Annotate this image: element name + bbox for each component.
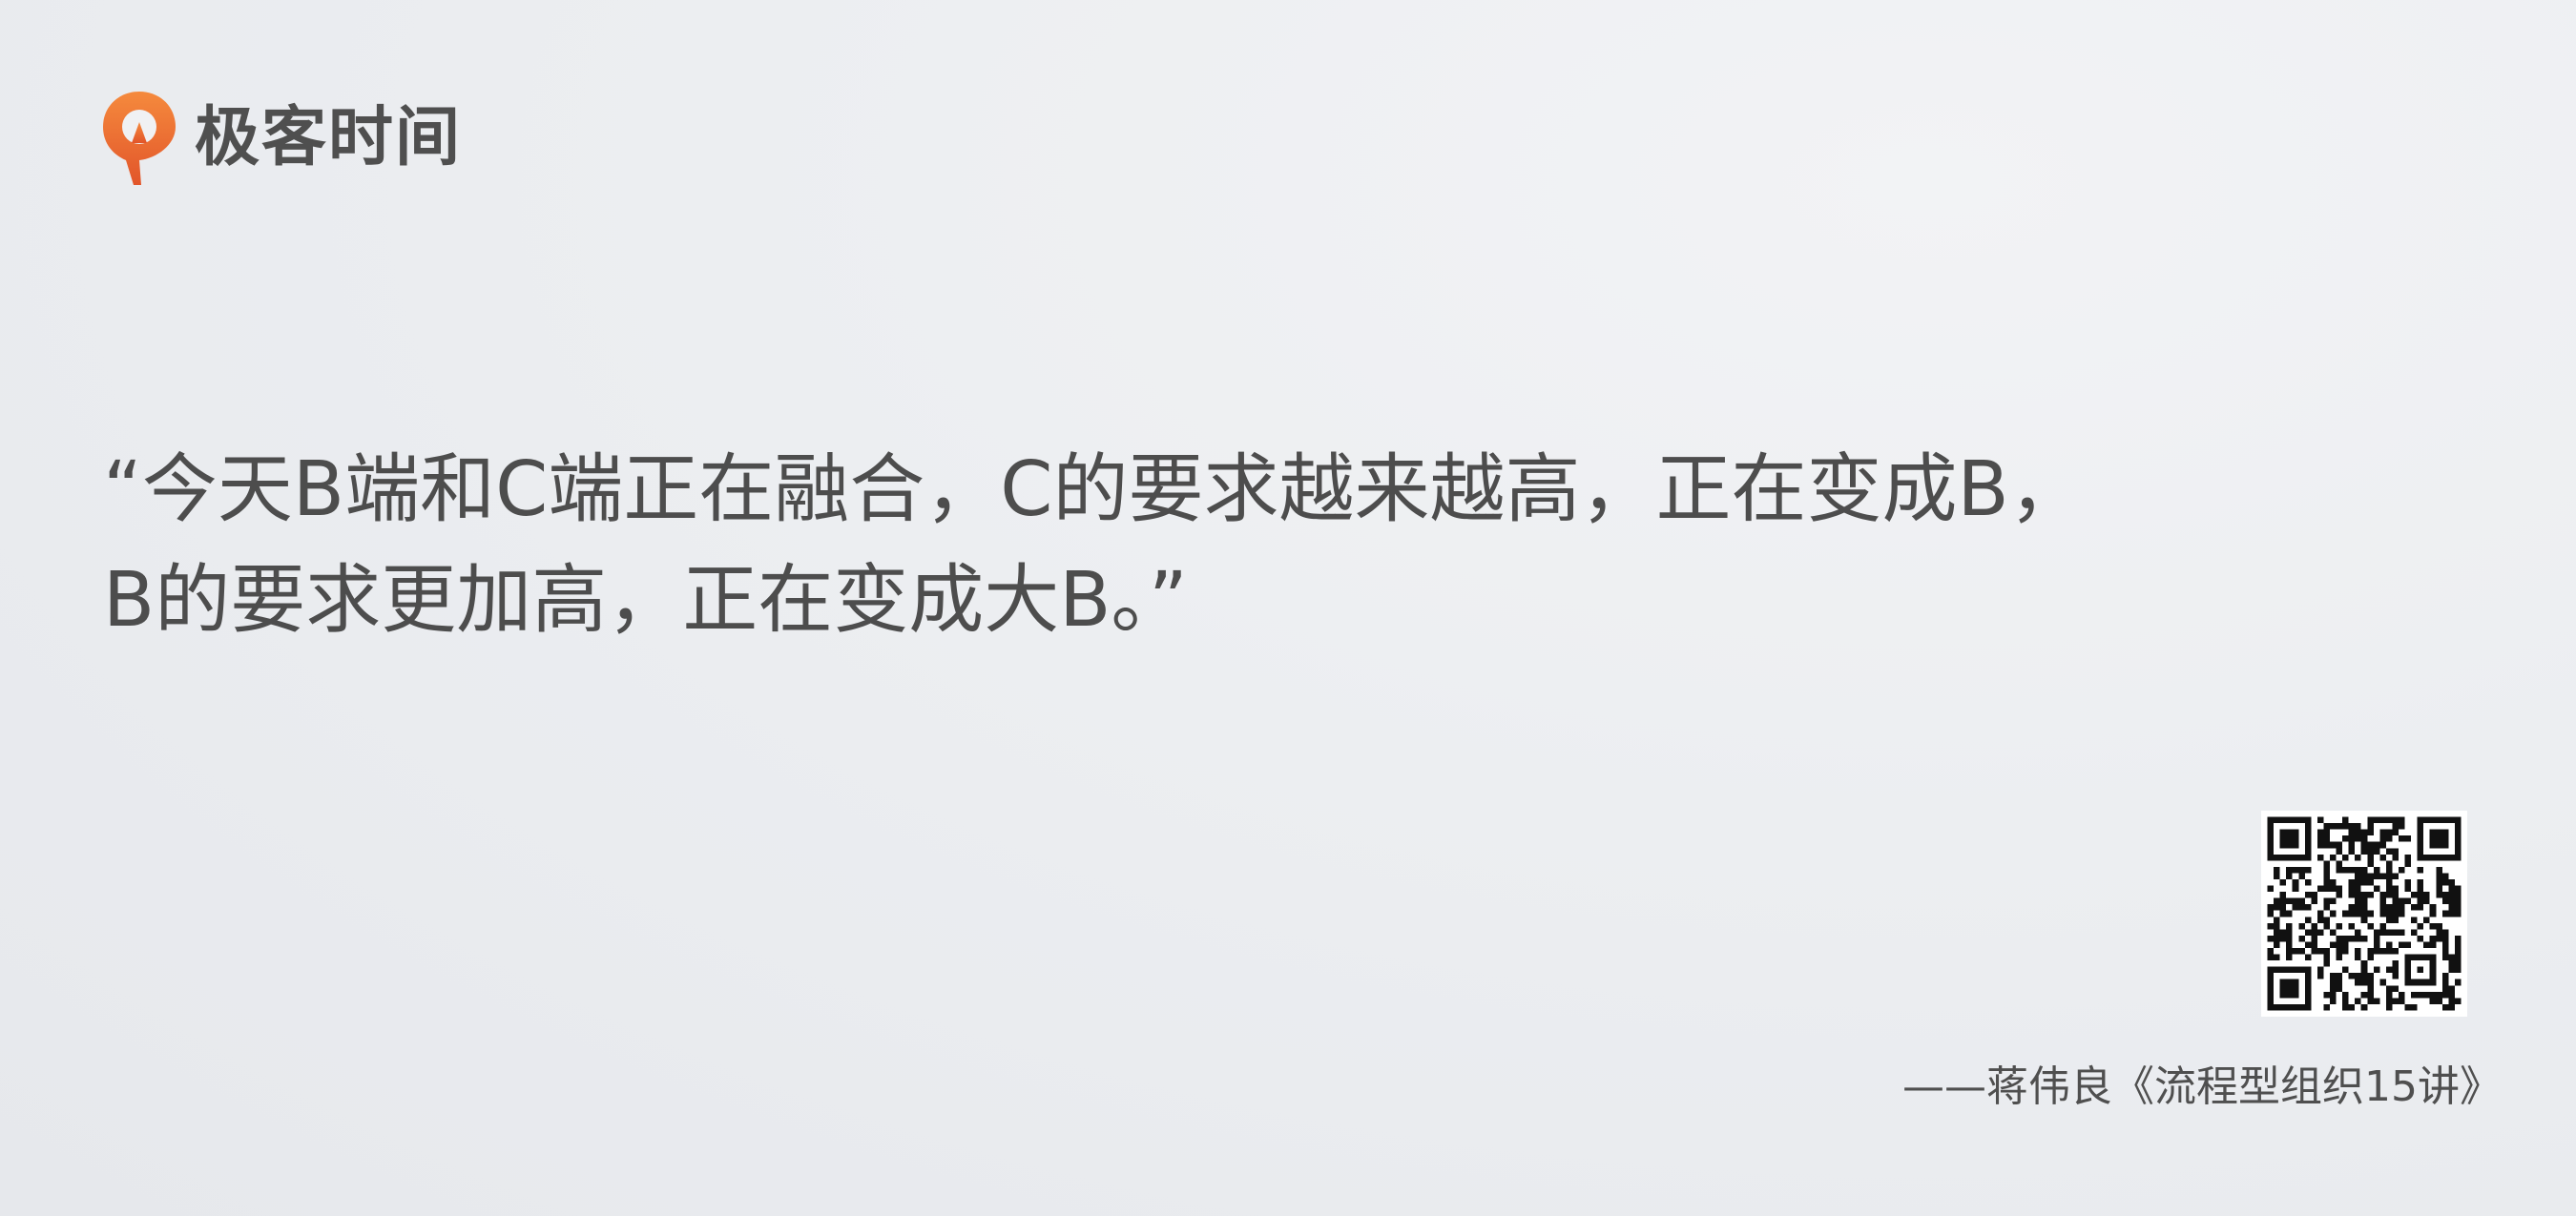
brand-name: 极客时间 <box>195 100 463 175</box>
qr-code-icon <box>2261 811 2467 1017</box>
quote-line-2: B的要求更加高，正在变成大B。” <box>103 556 1188 644</box>
quote-text: “今天B端和C端正在融合，C的要求越来越高，正在变成B， B的要求更加高，正在变… <box>103 434 2507 655</box>
attribution: ——蒋伟良《流程型组织15讲》 <box>1902 1062 2502 1111</box>
brand-logo: 极客时间 <box>99 88 462 189</box>
geektime-logo-icon <box>103 92 176 185</box>
quote-line-1: “今天B端和C端正在融合，C的要求越来越高，正在变成B， <box>103 445 2085 533</box>
